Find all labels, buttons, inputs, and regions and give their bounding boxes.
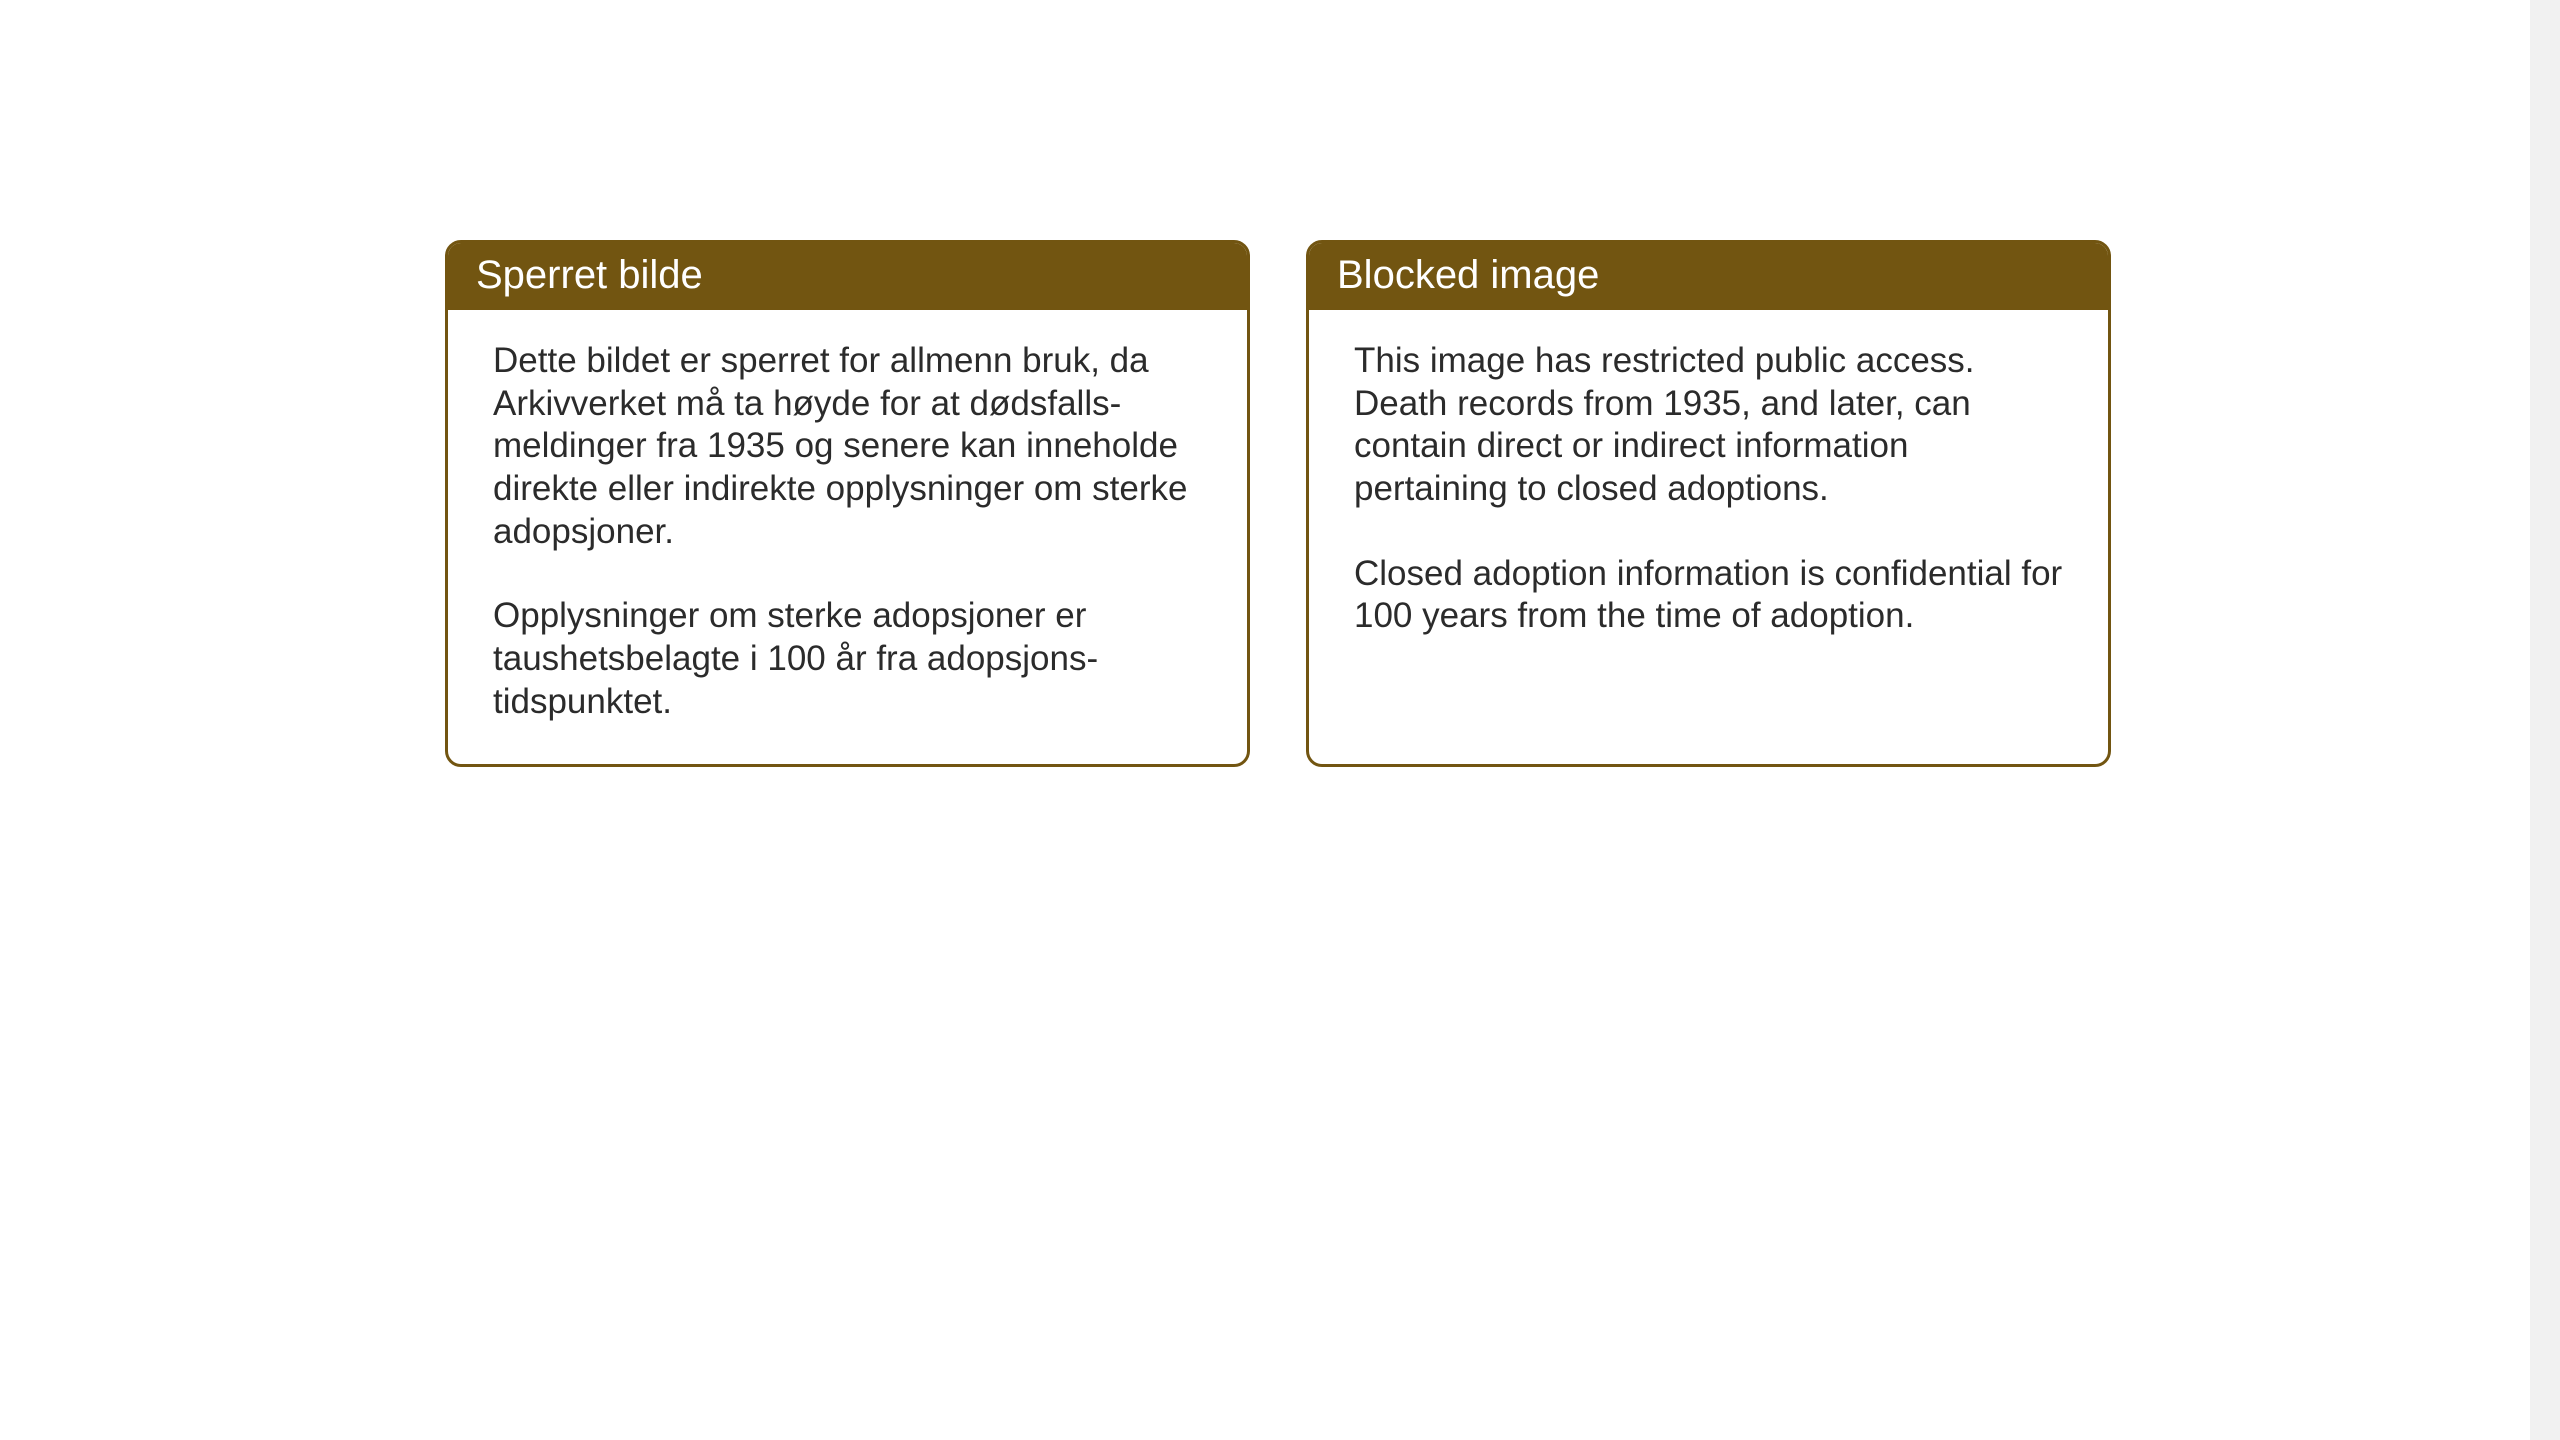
notice-box-english: Blocked image This image has restricted … [1306,240,2111,767]
notice-body-norwegian: Dette bildet er sperret for allmenn bruk… [448,310,1247,764]
notice-paragraph: Opplysninger om sterke adopsjoner er tau… [493,595,1202,723]
notice-box-norwegian: Sperret bilde Dette bildet er sperret fo… [445,240,1250,767]
notice-body-english: This image has restricted public access.… [1309,310,2108,678]
notice-paragraph: This image has restricted public access.… [1354,340,2063,511]
notice-container: Sperret bilde Dette bildet er sperret fo… [445,240,2111,767]
notice-header-norwegian: Sperret bilde [448,243,1247,310]
notice-paragraph: Dette bildet er sperret for allmenn bruk… [493,340,1202,553]
notice-header-english: Blocked image [1309,243,2108,310]
scrollbar-track[interactable] [2530,0,2560,1440]
notice-paragraph: Closed adoption information is confident… [1354,553,2063,638]
